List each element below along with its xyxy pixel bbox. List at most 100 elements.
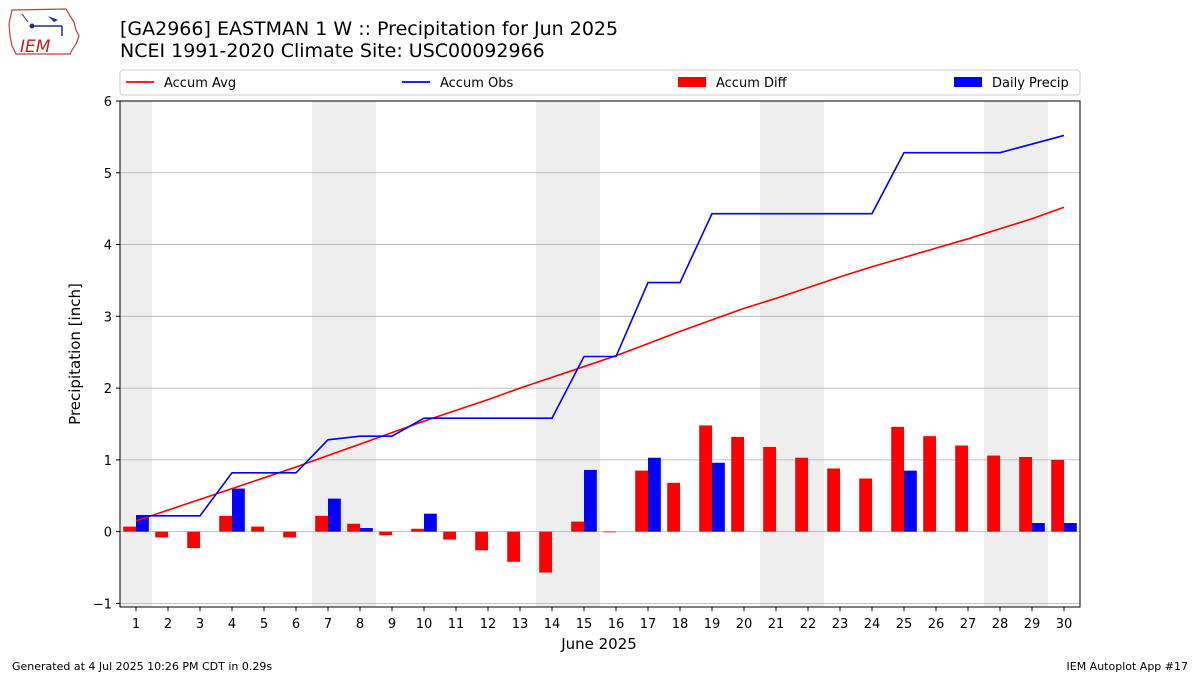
daily-precip-bar [1032, 523, 1045, 532]
x-tick-label: 1 [132, 617, 140, 632]
accum-diff-bar [955, 445, 968, 532]
logo-text: IEM [20, 37, 51, 57]
x-tick-label: 15 [576, 617, 593, 632]
accum-diff-bar [635, 470, 648, 532]
legend: Accum Avg Accum Obs Accum Diff Daily Precip [119, 69, 1081, 96]
accum-diff-bar [251, 526, 264, 532]
accum-diff-bar [1019, 456, 1032, 532]
accum-diff-bar [731, 436, 744, 532]
x-tick-label: 10 [416, 617, 433, 632]
accum-diff-bar [475, 531, 488, 551]
accum-diff-bar [283, 531, 296, 538]
x-tick-label: 24 [864, 617, 881, 632]
legend-swatch-accum-diff [678, 77, 706, 87]
bar-layer [123, 425, 1077, 573]
daily-precip-bar [648, 457, 661, 532]
y-tick-label: 0 [104, 526, 112, 541]
x-tick-label: 30 [1056, 617, 1073, 632]
x-tick-label: 17 [640, 617, 657, 632]
footer-app: IEM Autoplot App #17 [1066, 660, 1189, 673]
x-tick-label: 29 [1024, 617, 1041, 632]
y-tick-label: 3 [104, 310, 112, 325]
x-tick-label: 16 [608, 617, 625, 632]
accum-diff-bar [603, 531, 616, 533]
accum-diff-bar [923, 436, 936, 532]
y-tick-label: 6 [104, 95, 112, 110]
legend-label-accum-diff: Accum Diff [716, 76, 788, 91]
daily-precip-bar [360, 528, 373, 532]
x-tick-label: 26 [928, 617, 945, 632]
legend-label-daily-precip: Daily Precip [992, 76, 1069, 91]
accum-diff-bar [443, 531, 456, 540]
accum-diff-bar [987, 455, 1000, 532]
accum-diff-bar [411, 528, 424, 532]
accum-avg-line [135, 206, 1065, 522]
y-tick-label: −1 [93, 597, 112, 612]
legend-swatch-daily-precip [954, 77, 982, 87]
x-tick-label: 3 [196, 617, 204, 632]
accum-diff-bar [667, 482, 680, 532]
x-tick-label: 20 [736, 617, 753, 632]
x-tick-label: 28 [992, 617, 1009, 632]
accum-diff-bar [507, 531, 520, 562]
accum-diff-bar [187, 531, 200, 549]
accum-diff-bar [571, 521, 584, 532]
y-tick-label: 1 [104, 454, 112, 469]
accum-diff-bar [155, 531, 168, 538]
accum-diff-bar [539, 531, 552, 573]
x-tick-label: 8 [356, 617, 364, 632]
x-tick-label: 22 [800, 617, 817, 632]
accum-diff-bar [859, 478, 872, 532]
y-tick-label: 2 [104, 382, 112, 397]
accum-obs-line [136, 134, 1065, 517]
accum-diff-bar [795, 457, 808, 532]
x-axis-label: June 2025 [560, 635, 637, 653]
weekend-shade [536, 101, 568, 607]
daily-precip-bar [1064, 523, 1077, 532]
accum-diff-bar [315, 515, 328, 532]
accum-diff-bar [219, 515, 232, 532]
line-layer [135, 134, 1065, 522]
x-tick-label: 11 [448, 617, 465, 632]
x-tick-label: 23 [832, 617, 849, 632]
daily-precip-bar [904, 470, 917, 532]
x-tick-label: 5 [260, 617, 268, 632]
accum-diff-bar [123, 526, 136, 532]
x-tick-label: 27 [960, 617, 977, 632]
legend-label-accum-avg: Accum Avg [164, 76, 236, 91]
chart-subtitle: NCEI 1991-2020 Climate Site: USC00092966 [120, 40, 545, 62]
accum-diff-bar [827, 468, 840, 532]
x-tick-label: 13 [512, 617, 529, 632]
x-tick-label: 21 [768, 617, 785, 632]
y-tick-label: 4 [104, 239, 112, 254]
accum-diff-bar [379, 531, 392, 536]
x-tick-label: 4 [228, 617, 236, 632]
daily-precip-bar [712, 462, 725, 532]
x-tick-label: 7 [324, 617, 332, 632]
x-tick-label: 2 [164, 617, 172, 632]
x-tick-label: 25 [896, 617, 913, 632]
legend-label-accum-obs: Accum Obs [440, 76, 513, 91]
daily-precip-bar [584, 469, 597, 532]
weekend-shade [344, 101, 376, 607]
accum-diff-bar [347, 523, 360, 532]
x-tick-label: 14 [544, 617, 561, 632]
daily-precip-bar [328, 498, 341, 532]
x-tick-label: 6 [292, 617, 300, 632]
x-tick-label: 9 [388, 617, 396, 632]
x-tick-label: 18 [672, 617, 689, 632]
x-tick-label: 12 [480, 617, 497, 632]
plot-frame [119, 100, 1081, 608]
iem-logo: IEM [6, 6, 82, 60]
y-axis-label: Precipitation [inch] [66, 283, 84, 425]
x-tick-label: 19 [704, 617, 721, 632]
legend-box [119, 69, 1081, 96]
accum-diff-bar [699, 425, 712, 532]
weekend-shading-layer [120, 101, 1048, 607]
chart-title: [GA2966] EASTMAN 1 W :: Precipitation fo… [120, 18, 619, 40]
accum-diff-bar [891, 426, 904, 532]
daily-precip-bar [232, 488, 245, 532]
daily-precip-bar [424, 513, 437, 532]
